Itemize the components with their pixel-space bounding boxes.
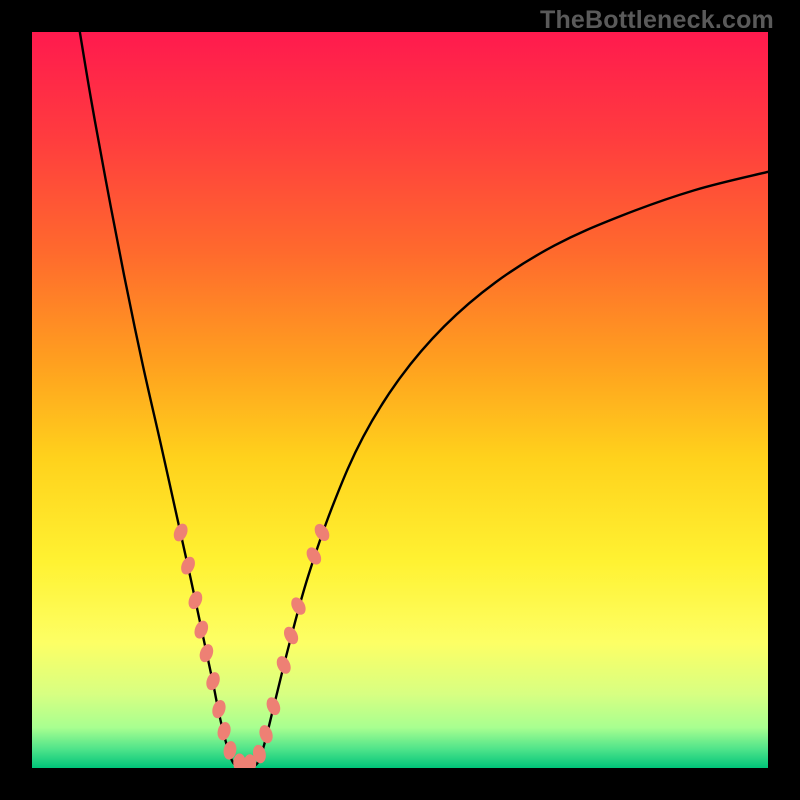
data-marker (275, 655, 293, 676)
data-marker (216, 721, 232, 741)
data-marker (172, 522, 190, 543)
data-marker (304, 545, 323, 566)
data-marker (198, 643, 215, 664)
data-marker (211, 699, 227, 719)
data-marker (282, 625, 301, 646)
bottleneck-curve (80, 32, 768, 766)
data-marker (258, 724, 274, 744)
data-marker (193, 619, 210, 640)
data-marker (289, 596, 308, 617)
chart-frame: TheBottleneck.com (0, 0, 800, 800)
watermark-label: TheBottleneck.com (540, 6, 774, 35)
data-marker (234, 754, 246, 768)
data-marker (312, 522, 331, 543)
data-marker (187, 590, 205, 611)
chart-svg (32, 32, 768, 768)
data-marker (265, 696, 282, 717)
data-marker (179, 555, 197, 576)
data-marker (205, 671, 222, 692)
plot-area (32, 32, 768, 768)
